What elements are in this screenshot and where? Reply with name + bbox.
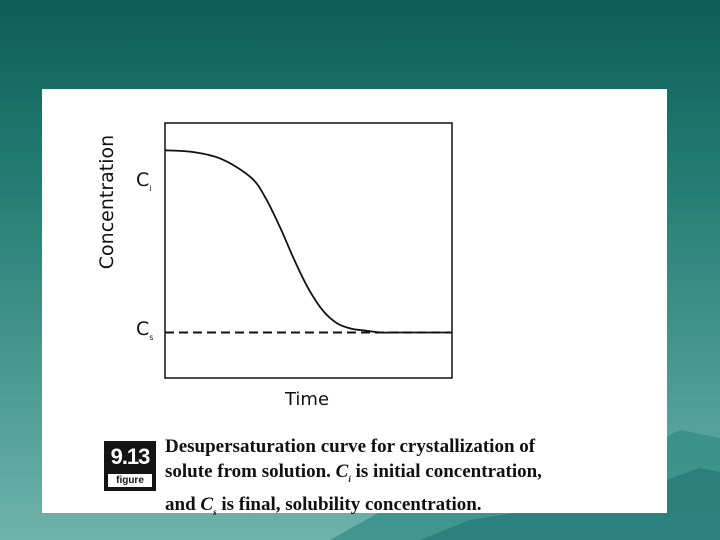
y-tick-ci-letter: C bbox=[136, 169, 150, 191]
caption-line-2a: solute from solution. bbox=[165, 461, 336, 482]
series-layer bbox=[164, 149, 453, 334]
y-tick-ci: Ci bbox=[136, 169, 152, 193]
y-tick-cs: Cs bbox=[136, 318, 153, 342]
figure-badge: 9.13 figure bbox=[104, 441, 156, 491]
figure-card: Concentration Time Ci Cs 9.13 figure Des… bbox=[42, 89, 667, 517]
y-axis-label: Concentration bbox=[96, 134, 118, 270]
y-tick-ci-sub: i bbox=[149, 183, 152, 193]
caption-line-1: Desupersaturation curve for crystallizat… bbox=[165, 436, 536, 457]
caption-ci-sub: i bbox=[348, 473, 351, 484]
caption-line-3: and Cs is final, solubility concentratio… bbox=[165, 492, 635, 525]
plot-frame bbox=[164, 122, 453, 379]
caption-ci: C bbox=[335, 461, 349, 482]
x-axis-label: Time bbox=[284, 389, 330, 410]
caption-cs-sub: s bbox=[213, 506, 217, 517]
y-tick-cs-sub: s bbox=[149, 332, 154, 342]
chart bbox=[164, 122, 453, 379]
caption-line-3b: is final, solubility concentration. bbox=[216, 493, 482, 515]
figure-number: 9.13 bbox=[110, 444, 151, 469]
figure-word: figure bbox=[108, 474, 152, 487]
caption-line-2: solute from solution. Ci is initial conc… bbox=[165, 459, 635, 492]
y-tick-cs-letter: C bbox=[136, 318, 150, 340]
caption-cs: C bbox=[200, 493, 214, 515]
series-line-concentration bbox=[164, 149, 453, 334]
caption-line-2b: is initial concentration, bbox=[350, 461, 542, 482]
figure-caption: Desupersaturation curve for crystallizat… bbox=[165, 434, 635, 525]
caption-line-3a: and bbox=[165, 493, 201, 515]
